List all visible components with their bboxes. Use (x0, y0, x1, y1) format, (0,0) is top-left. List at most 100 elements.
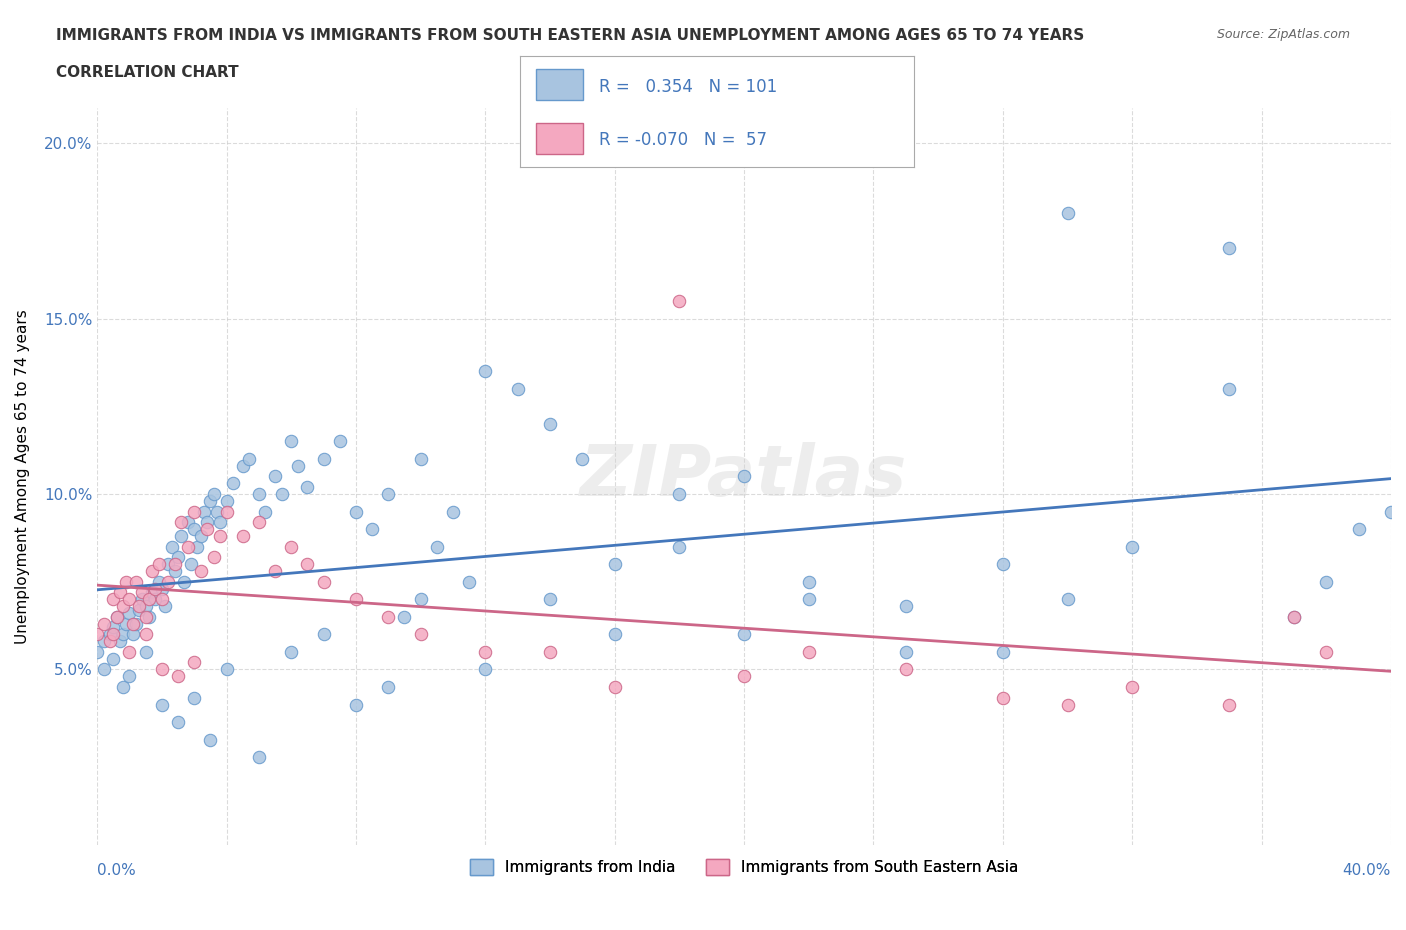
Point (103, 627, 125, 642)
Y-axis label: Unemployment Among Ages 65 to 74 years: Unemployment Among Ages 65 to 74 years (15, 309, 30, 644)
Point (190, 528, 212, 543)
Point (297, 480, 319, 495)
Point (264, 564, 287, 578)
Point (202, 550, 225, 565)
Point (167, 550, 190, 565)
Point (103, 591, 125, 606)
Point (195, 514, 218, 529)
Point (426, 539, 449, 554)
Point (377, 609, 399, 624)
FancyBboxPatch shape (536, 69, 583, 100)
Point (1121, 680, 1143, 695)
Point (1379, 504, 1402, 519)
Point (121, 617, 143, 631)
Point (215, 504, 238, 519)
Point (1218, 698, 1240, 712)
Point (344, 504, 367, 519)
Point (193, 504, 215, 519)
Point (280, 434, 302, 449)
Text: 0.0%: 0.0% (97, 863, 136, 878)
Text: IMMIGRANTS FROM INDIA VS IMMIGRANTS FROM SOUTH EASTERN ASIA UNEMPLOYMENT AMONG A: IMMIGRANTS FROM INDIA VS IMMIGRANTS FROM… (56, 28, 1084, 43)
Point (474, 364, 496, 379)
Point (128, 599, 150, 614)
Point (170, 528, 193, 543)
Point (111, 627, 134, 642)
Point (312, 575, 335, 590)
Point (409, 451, 432, 466)
Point (125, 617, 148, 631)
Point (153, 599, 176, 614)
Point (409, 627, 432, 642)
Point (135, 644, 157, 659)
Point (105, 609, 128, 624)
Point (394, 609, 416, 624)
Text: R = -0.070   N =  57: R = -0.070 N = 57 (599, 130, 766, 149)
Point (125, 575, 148, 590)
Point (247, 486, 270, 501)
Point (280, 539, 302, 554)
Point (118, 644, 141, 659)
Point (506, 381, 529, 396)
Point (143, 581, 166, 596)
Point (93, 662, 115, 677)
Point (148, 557, 170, 572)
Point (409, 591, 432, 606)
Legend: Immigrants from India, Immigrants from South Eastern Asia: Immigrants from India, Immigrants from S… (464, 853, 1025, 882)
Point (312, 627, 335, 642)
Text: R =   0.354   N = 101: R = 0.354 N = 101 (599, 78, 778, 96)
Point (215, 662, 238, 677)
Point (232, 528, 254, 543)
Point (603, 627, 626, 642)
Point (733, 469, 755, 484)
Point (247, 750, 270, 764)
Point (1315, 644, 1337, 659)
Point (173, 575, 195, 590)
Point (150, 698, 173, 712)
Point (98, 634, 121, 649)
Text: 40.0%: 40.0% (1343, 863, 1391, 878)
Point (1056, 591, 1078, 606)
Point (1218, 381, 1240, 396)
Point (603, 557, 626, 572)
Point (287, 458, 309, 473)
Point (222, 476, 245, 491)
Point (93, 634, 115, 649)
Point (538, 417, 561, 432)
Point (98, 627, 121, 642)
Point (668, 539, 690, 554)
Point (141, 564, 163, 578)
Point (1282, 609, 1305, 624)
Point (254, 504, 277, 519)
Point (163, 564, 186, 578)
Point (108, 634, 131, 649)
Point (1056, 206, 1078, 220)
Point (157, 557, 180, 572)
Point (167, 669, 190, 684)
Point (344, 698, 367, 712)
Point (797, 591, 820, 606)
Point (474, 644, 496, 659)
Point (270, 486, 292, 501)
Point (150, 581, 173, 596)
Text: ZIPatlas: ZIPatlas (581, 442, 908, 511)
Point (183, 655, 205, 670)
Point (190, 564, 212, 578)
Point (1218, 241, 1240, 256)
Point (603, 680, 626, 695)
Point (377, 680, 399, 695)
Point (538, 591, 561, 606)
Point (312, 451, 335, 466)
Point (121, 627, 143, 642)
Point (247, 514, 270, 529)
Point (138, 609, 160, 624)
Point (115, 575, 138, 590)
Point (1056, 698, 1078, 712)
Point (991, 690, 1014, 705)
Point (458, 575, 481, 590)
Point (86, 627, 108, 642)
Point (377, 486, 399, 501)
Point (215, 494, 238, 509)
Point (186, 539, 208, 554)
Point (103, 652, 125, 667)
Point (894, 644, 917, 659)
